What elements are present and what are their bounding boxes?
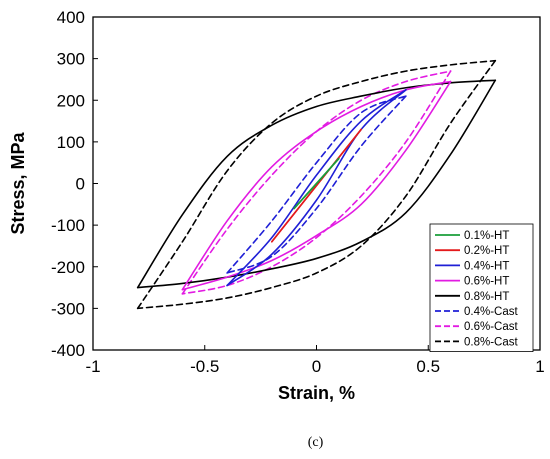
y-tick-label: -400	[51, 341, 85, 360]
figure-caption: (c)	[308, 435, 324, 450]
x-tick-label: -1	[85, 357, 100, 376]
legend-item-0-1-ht: 0.1%-HT	[435, 230, 509, 242]
legend-label: 0.6%-Cast	[464, 321, 518, 333]
x-tick-label: 0	[312, 357, 321, 376]
series-0-8-cast-upper-branch	[136, 59, 497, 310]
y-axis-label: Stress, MPa	[8, 131, 28, 234]
legend-item-0-4-ht: 0.4%-HT	[435, 260, 509, 272]
series-0-1-ht-lower-branch	[293, 157, 340, 210]
y-tick-label: 400	[57, 8, 85, 27]
series-0-4-ht-lower-branch	[226, 89, 407, 287]
series-0-4-ht	[226, 89, 407, 287]
legend-label: 0.6%-HT	[464, 276, 509, 288]
y-tick-label: 0	[76, 175, 85, 194]
legend-label: 0.4%-HT	[464, 260, 509, 272]
legend-item-0-6-cast: 0.6%-Cast	[435, 321, 518, 333]
legend-item-0-6-ht: 0.6%-HT	[435, 276, 509, 288]
y-tick-label: 100	[57, 133, 85, 152]
axes-layer: -1 -0.5 0 0.5 1 -400 -300 -200 -100 0 100 200 300 400	[51, 8, 545, 376]
legend-box	[429, 223, 534, 352]
x-tick-label: -0.5	[190, 357, 219, 376]
legend-label: 0.8%-HT	[464, 291, 509, 303]
y-tick-label: -100	[51, 216, 85, 235]
x-tick-label: 1	[535, 357, 544, 376]
y-tick-label: -300	[51, 299, 85, 318]
legend-label: 0.1%-HT	[464, 230, 509, 242]
series-0-1-ht	[293, 157, 340, 210]
legend: 0.1%-HT 0.2%-HT 0.4%-HT 0.6%-HT 0.8%-HT 0.4%-…	[429, 223, 534, 352]
y-tick-label: -200	[51, 258, 85, 277]
y-tick-label: 200	[57, 91, 85, 110]
legend-item-0-2-ht: 0.2%-HT	[435, 245, 509, 257]
x-tick-label: 0.5	[416, 357, 440, 376]
series-0-2-ht-lower-branch	[271, 128, 362, 243]
series-0-6-cast-lower-branch	[181, 70, 452, 295]
series-0-8-ht-lower-branch	[136, 79, 497, 289]
legend-item-0-4-cast: 0.4%-Cast	[435, 306, 518, 318]
y-tick-label: 300	[57, 50, 85, 69]
legend-item-0-8-ht: 0.8%-HT	[435, 291, 509, 303]
series-0-4-cast-upper-branch	[226, 95, 407, 274]
legend-label: 0.4%-Cast	[464, 306, 518, 318]
series-0-2-ht	[271, 128, 362, 243]
series-0-6-ht-lower-branch	[181, 80, 452, 291]
series-layer	[136, 59, 497, 310]
series-0-8-cast	[136, 59, 497, 310]
series-0-4-ht-upper-branch	[226, 89, 407, 287]
legend-label: 0.8%-Cast	[464, 336, 518, 348]
series-0-8-cast-lower-branch	[136, 59, 497, 310]
legend-item-0-8-cast: 0.8%-Cast	[435, 336, 518, 348]
legend-label: 0.2%-HT	[464, 245, 509, 257]
x-axis-label: Strain, %	[278, 383, 355, 403]
